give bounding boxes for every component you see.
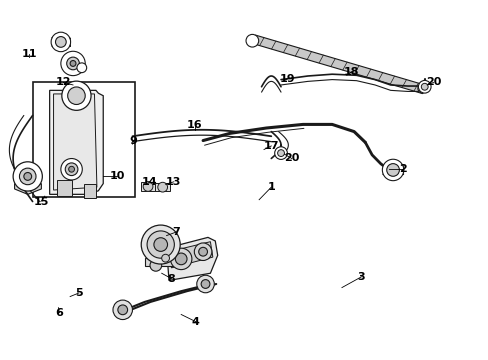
Circle shape	[194, 243, 211, 261]
Circle shape	[198, 247, 207, 256]
Circle shape	[162, 254, 169, 262]
Circle shape	[175, 253, 186, 265]
Polygon shape	[54, 94, 97, 190]
Text: 16: 16	[186, 121, 202, 130]
Polygon shape	[250, 35, 426, 94]
Circle shape	[201, 280, 209, 288]
Text: 14: 14	[142, 177, 157, 187]
Circle shape	[158, 182, 167, 192]
Text: 4: 4	[191, 317, 199, 327]
Circle shape	[170, 248, 191, 270]
Polygon shape	[57, 180, 71, 196]
Text: 18: 18	[343, 67, 359, 77]
Circle shape	[113, 300, 132, 320]
Text: 7: 7	[172, 227, 180, 237]
Text: 15: 15	[33, 197, 48, 207]
Text: 3: 3	[357, 272, 365, 282]
Polygon shape	[50, 90, 103, 194]
Polygon shape	[83, 184, 96, 198]
Circle shape	[277, 150, 284, 157]
Circle shape	[141, 225, 180, 264]
Text: 12: 12	[56, 77, 71, 87]
Circle shape	[55, 37, 66, 47]
Bar	[33, 82, 135, 197]
Text: 9: 9	[129, 136, 137, 145]
Circle shape	[147, 231, 174, 258]
Text: 6: 6	[55, 308, 63, 318]
Circle shape	[143, 181, 153, 191]
Text: 2: 2	[398, 164, 406, 174]
Circle shape	[61, 158, 82, 180]
Text: 5: 5	[75, 288, 82, 298]
Circle shape	[51, 32, 70, 52]
Polygon shape	[155, 183, 170, 192]
Circle shape	[77, 63, 86, 73]
Circle shape	[417, 84, 426, 93]
Text: 19: 19	[279, 74, 295, 84]
Circle shape	[118, 305, 127, 315]
Polygon shape	[15, 184, 41, 194]
Circle shape	[245, 35, 258, 47]
Circle shape	[65, 163, 78, 176]
Text: 10: 10	[109, 171, 124, 181]
Text: 20: 20	[284, 153, 299, 163]
Circle shape	[13, 162, 42, 191]
Circle shape	[421, 84, 427, 90]
Text: 13: 13	[166, 177, 181, 187]
Polygon shape	[166, 237, 217, 280]
Circle shape	[67, 87, 85, 104]
Circle shape	[386, 164, 399, 176]
Circle shape	[382, 159, 403, 181]
Circle shape	[61, 51, 85, 76]
Polygon shape	[169, 242, 212, 268]
Circle shape	[150, 260, 162, 271]
Circle shape	[196, 275, 214, 293]
Polygon shape	[144, 258, 177, 266]
Circle shape	[154, 238, 167, 251]
Text: 8: 8	[167, 274, 175, 284]
Circle shape	[418, 80, 430, 93]
Text: 11: 11	[21, 49, 37, 59]
Text: 20: 20	[425, 77, 440, 87]
Circle shape	[20, 168, 36, 185]
Circle shape	[68, 166, 74, 172]
Circle shape	[66, 57, 79, 70]
Circle shape	[61, 81, 91, 110]
Circle shape	[70, 60, 76, 66]
Text: 17: 17	[263, 141, 279, 151]
Text: 1: 1	[267, 182, 275, 192]
Polygon shape	[141, 182, 155, 191]
Circle shape	[274, 147, 287, 159]
Circle shape	[24, 172, 32, 180]
